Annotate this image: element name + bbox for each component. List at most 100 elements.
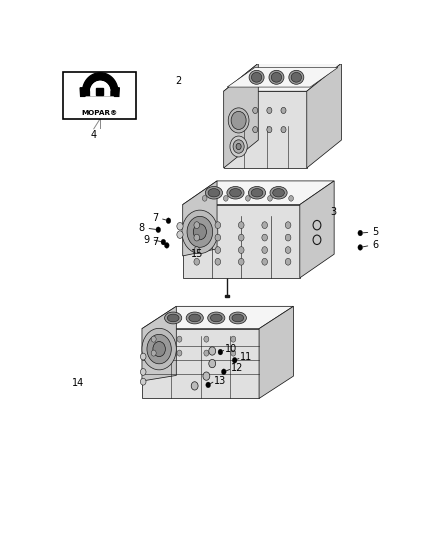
Polygon shape [183, 205, 300, 278]
Circle shape [231, 336, 236, 342]
Circle shape [267, 107, 272, 114]
Circle shape [233, 140, 244, 153]
Circle shape [177, 350, 182, 356]
Circle shape [246, 196, 250, 201]
Text: MOPAR®: MOPAR® [81, 110, 118, 116]
Circle shape [182, 210, 218, 254]
Circle shape [262, 247, 268, 254]
Circle shape [153, 342, 166, 357]
Circle shape [358, 230, 363, 236]
Circle shape [164, 243, 169, 248]
Circle shape [177, 222, 183, 230]
Circle shape [238, 222, 244, 229]
Circle shape [209, 359, 215, 368]
Circle shape [151, 336, 156, 342]
Circle shape [285, 247, 291, 254]
Text: 9: 9 [143, 235, 149, 245]
Polygon shape [183, 181, 334, 205]
Circle shape [262, 234, 268, 241]
Ellipse shape [165, 312, 182, 324]
Ellipse shape [229, 312, 247, 324]
Circle shape [222, 369, 226, 375]
Ellipse shape [251, 72, 262, 82]
Text: 11: 11 [240, 352, 253, 362]
Ellipse shape [186, 312, 203, 324]
Ellipse shape [248, 187, 265, 199]
Polygon shape [300, 181, 334, 278]
Polygon shape [142, 306, 177, 381]
Ellipse shape [270, 187, 287, 199]
Circle shape [289, 196, 293, 201]
Text: 15: 15 [191, 248, 204, 259]
Polygon shape [259, 306, 293, 399]
FancyBboxPatch shape [63, 72, 136, 119]
Circle shape [267, 126, 272, 133]
Circle shape [358, 245, 363, 251]
Polygon shape [96, 87, 103, 95]
Ellipse shape [249, 70, 264, 84]
Circle shape [141, 378, 146, 385]
Text: 3: 3 [330, 207, 336, 217]
Text: 2: 2 [176, 76, 182, 86]
Circle shape [141, 368, 146, 375]
Circle shape [204, 350, 209, 356]
Ellipse shape [208, 189, 220, 197]
Polygon shape [224, 63, 258, 168]
Circle shape [215, 222, 221, 229]
Circle shape [194, 259, 200, 265]
Circle shape [187, 216, 213, 247]
Circle shape [285, 222, 291, 229]
Circle shape [285, 259, 291, 265]
Ellipse shape [167, 314, 179, 322]
Circle shape [230, 136, 247, 157]
Polygon shape [80, 88, 85, 96]
Circle shape [141, 353, 146, 360]
Text: 10: 10 [225, 344, 237, 354]
Ellipse shape [269, 70, 284, 84]
Text: 12: 12 [231, 364, 244, 374]
Polygon shape [142, 329, 259, 399]
Circle shape [142, 328, 177, 370]
Circle shape [209, 347, 215, 355]
Polygon shape [183, 181, 217, 256]
Circle shape [223, 196, 228, 201]
Ellipse shape [208, 312, 225, 324]
Circle shape [285, 234, 291, 241]
Text: 14: 14 [72, 378, 84, 388]
Circle shape [231, 350, 236, 356]
Ellipse shape [210, 314, 222, 322]
Circle shape [281, 126, 286, 133]
Polygon shape [224, 63, 341, 91]
Ellipse shape [251, 189, 263, 197]
Circle shape [193, 224, 206, 240]
Circle shape [204, 336, 209, 342]
Circle shape [147, 334, 171, 364]
Circle shape [194, 222, 200, 229]
Circle shape [231, 111, 246, 130]
Circle shape [177, 336, 182, 342]
Circle shape [166, 218, 171, 224]
Ellipse shape [273, 189, 284, 197]
Circle shape [268, 196, 272, 201]
Ellipse shape [291, 72, 301, 82]
Circle shape [161, 239, 166, 245]
Circle shape [218, 349, 223, 355]
Polygon shape [225, 295, 229, 297]
Polygon shape [114, 88, 119, 96]
Circle shape [262, 222, 268, 229]
Ellipse shape [230, 189, 241, 197]
Text: 6: 6 [372, 240, 378, 251]
Ellipse shape [189, 314, 201, 322]
Ellipse shape [289, 70, 304, 84]
Text: 7: 7 [152, 238, 158, 247]
Circle shape [215, 259, 221, 265]
Circle shape [177, 231, 183, 238]
Circle shape [156, 227, 161, 232]
Circle shape [194, 234, 200, 241]
Text: 5: 5 [372, 227, 379, 237]
Text: 8: 8 [138, 223, 145, 233]
Text: 7: 7 [152, 213, 158, 223]
Circle shape [191, 382, 198, 390]
Circle shape [202, 196, 207, 201]
Circle shape [206, 382, 211, 388]
